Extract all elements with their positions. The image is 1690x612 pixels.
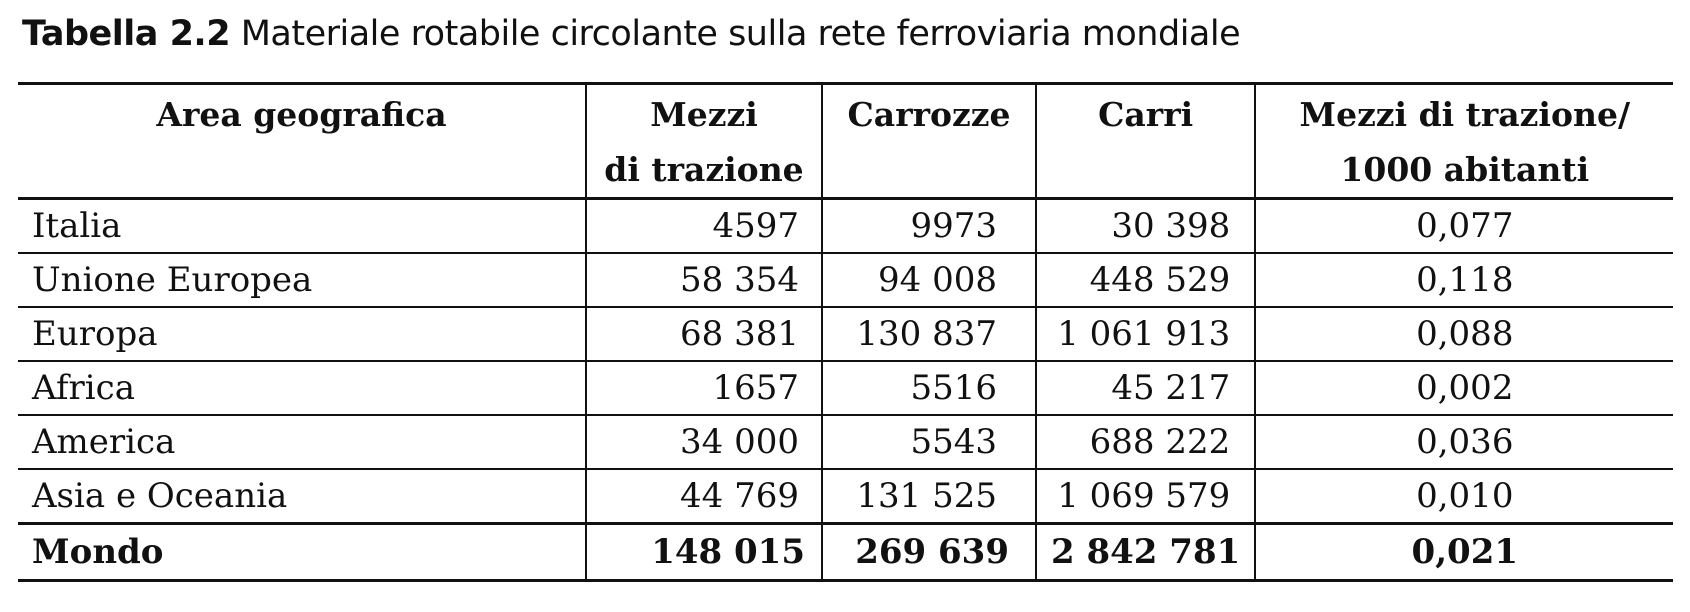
cell-wagons: 1 069 579 (1034, 469, 1256, 525)
table-row: Asia e Oceania 44 769 131 525 1 069 579 … (18, 469, 1674, 525)
header-row: Area geografica Mezzi di trazione Carroz… (18, 83, 1674, 199)
caption-label: Tabella 2.2 (22, 14, 231, 54)
table-row: Europa 68 381 130 837 1 061 913 0,088 (18, 307, 1674, 362)
header-traction-line2: di trazione (604, 150, 804, 189)
cell-coaches: 269 639 (821, 522, 1036, 582)
cell-coaches: 5516 (821, 361, 1036, 416)
header-coaches: Carrozze (821, 83, 1036, 199)
table-row: Unione Europea 58 354 94 008 448 529 0,1… (18, 253, 1674, 308)
table-row: America 34 000 5543 688 222 0,036 (18, 415, 1674, 470)
cell-wagons: 2 842 781 (1034, 522, 1256, 582)
cell-per1000: 0,036 (1254, 415, 1674, 470)
cell-per1000: 0,088 (1254, 307, 1674, 362)
cell-coaches: 131 525 (821, 469, 1036, 525)
header-area-line1: Area geografica (156, 95, 447, 134)
cell-traction: 34 000 (585, 415, 822, 470)
header-traction-units: Mezzi di trazione (585, 83, 822, 199)
caption-text: Materiale rotabile circolante sulla rete… (240, 14, 1241, 54)
cell-wagons: 688 222 (1034, 415, 1256, 470)
cell-area: Europa (18, 307, 586, 362)
cell-traction: 4597 (585, 198, 822, 254)
cell-per1000: 0,021 (1254, 522, 1674, 582)
table-caption: Tabella 2.2 Materiale rotabile circolant… (22, 14, 1241, 54)
cell-area: Italia (18, 198, 586, 254)
cell-per1000: 0,077 (1254, 198, 1674, 254)
cell-traction: 44 769 (585, 469, 822, 525)
header-per1000-line1: Mezzi di trazione/ (1299, 95, 1631, 134)
cell-coaches: 130 837 (821, 307, 1036, 362)
table-row: Africa 1657 5516 45 217 0,002 (18, 361, 1674, 416)
cell-coaches: 9973 (821, 198, 1036, 254)
cell-area: Unione Europea (18, 253, 586, 308)
cell-per1000: 0,002 (1254, 361, 1674, 416)
cell-wagons: 1 061 913 (1034, 307, 1256, 362)
cell-coaches: 5543 (821, 415, 1036, 470)
cell-traction: 68 381 (585, 307, 822, 362)
cell-area: Mondo (18, 522, 586, 582)
cell-wagons: 45 217 (1034, 361, 1256, 416)
cell-wagons: 448 529 (1034, 253, 1256, 308)
cell-coaches: 94 008 (821, 253, 1036, 308)
cell-area: Africa (18, 361, 586, 416)
header-traction-line1: Mezzi (650, 95, 758, 134)
total-row: Mondo 148 015 269 639 2 842 781 0,021 (18, 522, 1674, 582)
cell-area: America (18, 415, 586, 470)
cell-per1000: 0,010 (1254, 469, 1674, 525)
header-wagons-line1: Carri (1098, 95, 1194, 134)
cell-area: Asia e Oceania (18, 469, 586, 525)
rolling-stock-table: Area geografica Mezzi di trazione Carroz… (18, 82, 1674, 582)
header-area: Area geografica (18, 84, 586, 199)
header-wagons: Carri (1034, 83, 1256, 199)
header-traction-per-1000: Mezzi di trazione/ 1000 abitanti (1254, 83, 1674, 199)
cell-wagons: 30 398 (1034, 198, 1256, 254)
table-row: Italia 4597 9973 30 398 0,077 (18, 198, 1674, 254)
cell-traction: 148 015 (585, 522, 822, 582)
cell-per1000: 0,118 (1254, 253, 1674, 308)
header-coaches-line1: Carrozze (847, 95, 1011, 134)
header-per1000-line2: 1000 abitanti (1340, 150, 1590, 189)
cell-traction: 58 354 (585, 253, 822, 308)
cell-traction: 1657 (585, 361, 822, 416)
